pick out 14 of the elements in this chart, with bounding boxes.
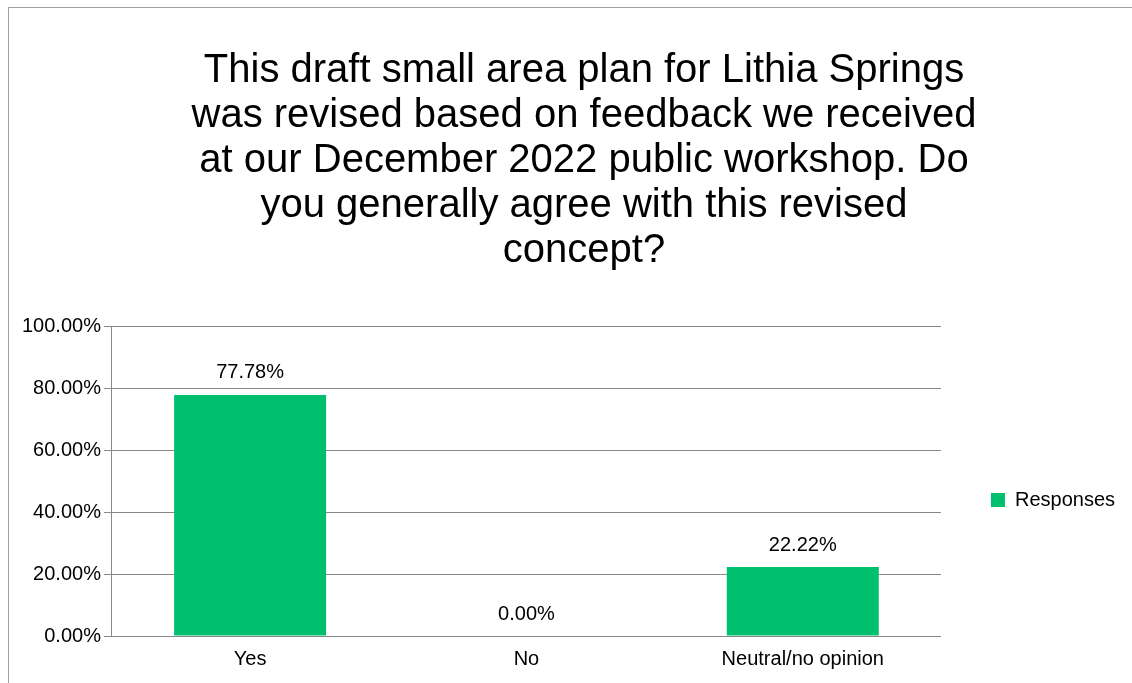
- chart-title: This draft small area plan for Lithia Springs was revised based on feedback we received at our December 2022 public workshop. Do you generally agree with this revised concept?: [190, 46, 978, 271]
- x-tick-label: Neutral/no opinion: [721, 646, 884, 669]
- data-label: 22.22%: [768, 532, 837, 555]
- x-tick-label: No: [513, 646, 540, 669]
- y-tick-label: 80.00%: [33, 375, 102, 398]
- y-tick-label: 60.00%: [33, 437, 102, 460]
- x-tick-label: Yes: [233, 646, 267, 669]
- y-tick-label: 20.00%: [33, 561, 102, 584]
- y-tick-label: 100.00%: [21, 313, 102, 336]
- y-tick-label: 40.00%: [33, 499, 102, 522]
- legend-label: Responses: [1014, 487, 1115, 510]
- data-label: 0.00%: [498, 601, 556, 624]
- y-tick-label: 0.00%: [44, 623, 102, 646]
- data-label: 77.78%: [216, 360, 285, 383]
